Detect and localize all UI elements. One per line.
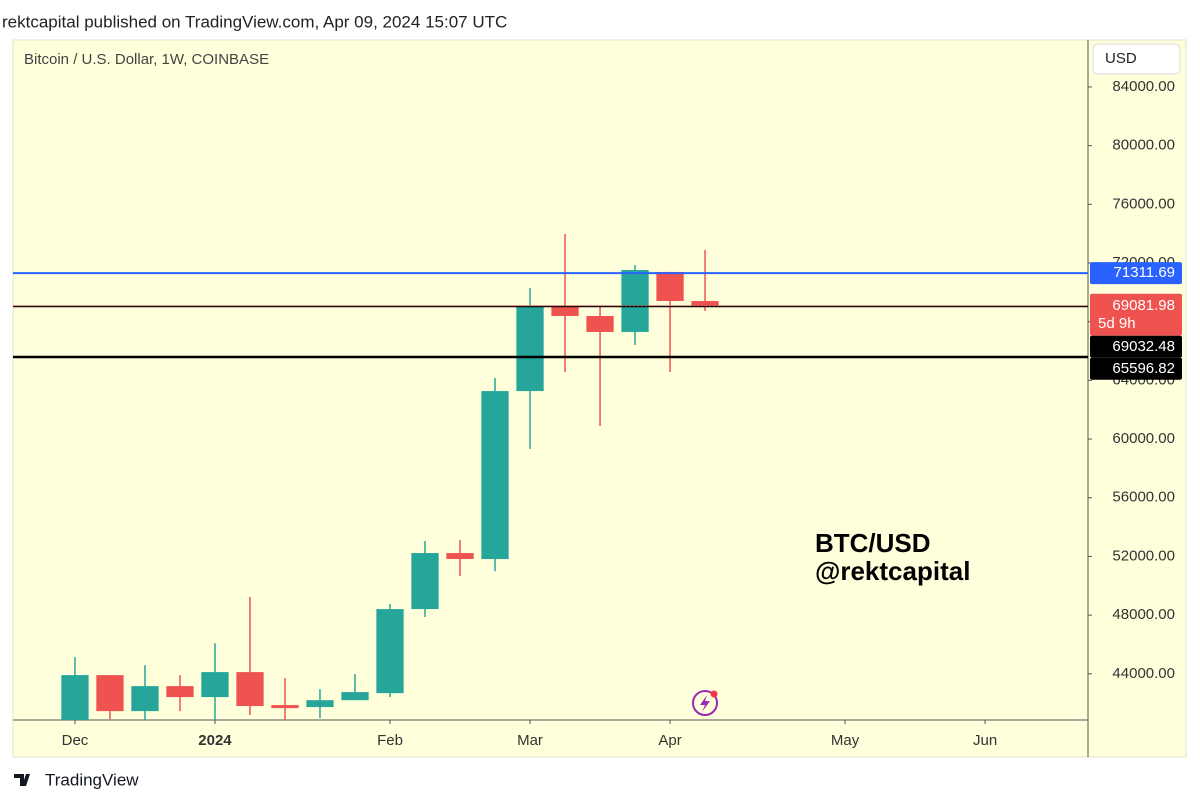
header: rektcapital published on TradingView.com… [2, 12, 507, 31]
price-label: 69032.48 [1112, 338, 1175, 355]
candle-body [166, 686, 194, 698]
y-tick-label: 56000.00 [1112, 489, 1175, 506]
footer-brand: TradingView [45, 770, 139, 789]
candle-body [341, 692, 369, 701]
price-label-box [1090, 357, 1182, 380]
annotation: @rektcapital [815, 556, 970, 586]
x-tick-label: May [831, 732, 860, 749]
candle-body [96, 675, 124, 712]
candle-body [691, 300, 719, 306]
countdown: 5d 9h [1098, 315, 1136, 332]
currency-button[interactable] [1092, 43, 1181, 75]
price-label: 71311.69 [1114, 264, 1175, 281]
candle-body [621, 270, 649, 332]
currency: USD [1105, 50, 1137, 67]
x-tick-label: Dec [62, 732, 89, 749]
y-tick-label: 48000.00 [1112, 606, 1175, 623]
y-tick-label: 84000.00 [1112, 78, 1175, 95]
x-tick-label: Apr [658, 732, 681, 749]
candle-body [551, 305, 579, 316]
price-label: 65596.82 [1112, 360, 1175, 377]
y-tick-label: 60000.00 [1112, 430, 1175, 447]
y-tick-label: 52000.00 [1112, 547, 1175, 564]
candle-body [131, 686, 159, 712]
candle-body [411, 553, 439, 610]
price-label-box [1090, 262, 1182, 285]
symbol-title: Bitcoin / U.S. Dollar, 1W, COINBASE [24, 51, 269, 68]
candle-body [481, 391, 509, 560]
candle-body [271, 705, 299, 709]
candle-body [201, 672, 229, 698]
candle-body [516, 305, 544, 392]
price-label: 69081.98 [1112, 297, 1175, 314]
candle-body [376, 609, 404, 694]
tradingview-logo [14, 774, 30, 786]
annotation: BTC/USD [815, 528, 931, 558]
x-tick-label: Jun [973, 732, 997, 749]
candle-body [586, 315, 614, 332]
price-label-box [1090, 335, 1182, 358]
candle-body [656, 271, 684, 301]
y-tick-label: 76000.00 [1112, 195, 1175, 212]
y-tick-label: 44000.00 [1112, 665, 1175, 682]
price-label-box [1090, 293, 1182, 336]
candle-body [306, 700, 334, 708]
x-tick-label: Feb [377, 732, 403, 749]
candle-body [236, 672, 264, 707]
x-tick-label: Mar [517, 732, 543, 749]
candle-body [61, 675, 89, 720]
y-tick-label: 80000.00 [1112, 137, 1175, 154]
x-tick-label: 2024 [198, 732, 232, 749]
lightning-icon[interactable] [692, 690, 718, 716]
candle-body [446, 553, 474, 560]
